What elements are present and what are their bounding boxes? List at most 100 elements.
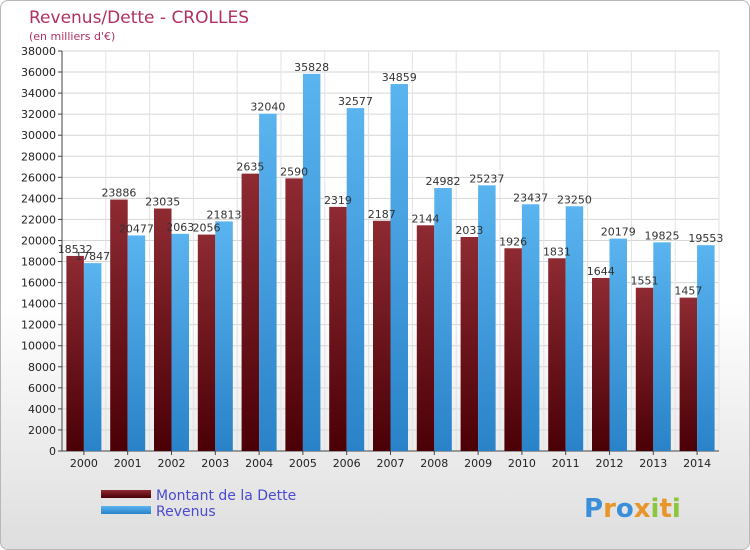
data-label: 23035: [145, 196, 180, 209]
data-label: 24982: [426, 175, 461, 188]
data-label: 2033: [455, 224, 483, 237]
data-label: 1926: [499, 235, 527, 248]
bar-dette: [329, 206, 347, 451]
data-label: 19553: [688, 232, 723, 245]
bar-revenus: [302, 73, 321, 451]
bar-revenus: [653, 242, 671, 451]
bar-revenus: [259, 113, 277, 451]
proxiti-logo: Proxiti: [584, 494, 681, 524]
bar-revenus: [697, 245, 715, 451]
data-label: 20179: [601, 226, 636, 239]
x-tick-label: 2012: [596, 457, 624, 470]
bar-revenus: [83, 263, 102, 451]
data-label: 1457: [674, 285, 702, 298]
data-label: 20477: [119, 222, 154, 235]
y-tick-labels: 0 2000 4000 6000 8000 10000 12000 14000 16000 180…: [21, 45, 56, 458]
x-tick-label: 2005: [289, 457, 317, 470]
data-label: 2063: [166, 221, 194, 234]
bar-revenus: [215, 221, 233, 451]
bar-dette: [373, 220, 391, 451]
data-label: 35828: [294, 61, 329, 74]
y-tick-label: 30000: [21, 129, 56, 142]
y-tick-label: 4000: [28, 403, 56, 416]
y-tick-label: 6000: [28, 382, 56, 395]
bar-revenus: [565, 206, 584, 451]
y-tick-label: 12000: [21, 319, 56, 332]
bar-revenus: [171, 233, 189, 451]
data-label: 23250: [557, 193, 592, 206]
x-tick-label: 2010: [508, 457, 536, 470]
bar-dette: [592, 277, 610, 451]
bar-dette: [197, 234, 216, 451]
bar-dette: [66, 255, 84, 451]
data-label: 18532: [58, 243, 93, 256]
x-tick-label: 2008: [420, 457, 448, 470]
data-label: 2635: [236, 161, 264, 174]
bar-revenus: [434, 188, 452, 451]
chart-subtitle: (en milliers d'€): [29, 30, 115, 43]
logo-letter: t: [659, 494, 671, 524]
data-label: 34859: [382, 71, 417, 84]
data-label: 2590: [280, 165, 308, 178]
data-label: 32040: [250, 101, 285, 114]
legend: Montant de la Dette Revenus: [101, 488, 296, 520]
bar-revenus: [346, 108, 365, 451]
bars: [66, 73, 715, 452]
y-tick-label: 16000: [21, 277, 56, 290]
chart-title: Revenus/Dette - CROLLES: [29, 8, 249, 28]
y-tick-label: 8000: [28, 361, 56, 374]
logo-letter: x: [634, 494, 651, 524]
bar-dette: [679, 297, 698, 451]
y-tick-label: 26000: [21, 171, 56, 184]
legend-swatch-revenus: [101, 506, 151, 514]
bar-dette: [241, 173, 260, 451]
y-tick-label: 32000: [21, 108, 56, 121]
x-tick-label: 2003: [201, 457, 229, 470]
y-tick-label: 38000: [21, 45, 56, 58]
x-tick-label: 2001: [114, 457, 142, 470]
bar-revenus: [609, 238, 627, 451]
bar-dette: [460, 237, 479, 451]
logo-letter: o: [616, 494, 634, 524]
data-label: 23437: [513, 191, 548, 204]
data-label: 2187: [368, 208, 396, 221]
x-tick-label: 2014: [683, 457, 711, 470]
x-tick-label: 2004: [245, 457, 273, 470]
bar-revenus: [521, 204, 540, 451]
data-label: 19825: [645, 229, 680, 242]
bar-revenus: [390, 84, 408, 451]
bar-dette: [635, 287, 654, 451]
data-label: 1831: [543, 245, 571, 258]
logo-letter: r: [603, 494, 616, 524]
y-tick-label: 14000: [21, 298, 56, 311]
legend-swatch-dette: [101, 490, 151, 498]
bar-dette: [504, 248, 522, 451]
legend-label-dette: Montant de la Dette: [156, 488, 296, 504]
data-label: 1644: [587, 265, 615, 278]
x-tick-label: 2006: [333, 457, 361, 470]
logo-letter: P: [584, 494, 603, 524]
logo-letter: i: [672, 494, 681, 524]
x-tick-label: 2002: [158, 457, 186, 470]
y-tick-label: 24000: [21, 192, 56, 205]
data-label: 17847: [75, 250, 110, 263]
data-label: 32577: [338, 95, 373, 108]
bar-revenus: [478, 185, 496, 452]
y-tick-label: 36000: [21, 66, 56, 79]
bar-dette: [110, 199, 128, 451]
data-label: 25237: [469, 172, 504, 185]
x-tick-label: 2013: [639, 457, 667, 470]
x-tick-labels: 2000 2001 2002 2003 2004 2005 2006 2007 2008 2009…: [70, 457, 711, 470]
y-tick-label: 22000: [21, 213, 56, 226]
data-label: 21813: [207, 208, 242, 221]
legend-label-revenus: Revenus: [156, 504, 216, 520]
y-tick-label: 2000: [28, 424, 56, 437]
bar-dette: [416, 225, 435, 451]
y-tick-label: 10000: [21, 340, 56, 353]
y-tick-label: 28000: [21, 150, 56, 163]
data-label: 2144: [412, 212, 440, 225]
bar-dette: [154, 208, 172, 451]
x-tick-label: 2000: [70, 457, 98, 470]
